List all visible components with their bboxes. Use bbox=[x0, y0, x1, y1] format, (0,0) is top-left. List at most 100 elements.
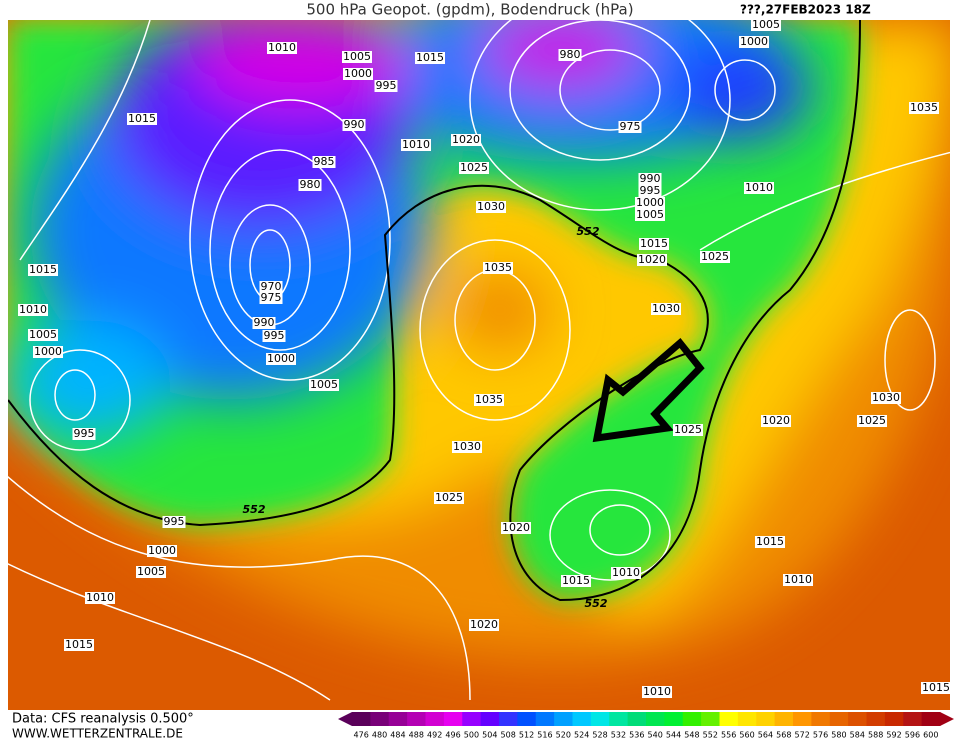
label-bg bbox=[639, 238, 669, 250]
colorbar-swatch bbox=[462, 712, 482, 726]
colorbar-swatch bbox=[609, 712, 629, 726]
isobar-label: 995 bbox=[640, 184, 661, 197]
label-bg bbox=[638, 185, 662, 197]
label-bg bbox=[72, 428, 96, 440]
colorbar-swatch bbox=[884, 712, 904, 726]
label-bg bbox=[921, 682, 951, 694]
label-bg bbox=[857, 415, 887, 427]
isobar-label: 1015 bbox=[562, 574, 590, 587]
colorbar-label: 600 bbox=[923, 731, 938, 740]
colorbar-label: 480 bbox=[372, 731, 387, 740]
colorbar-swatch bbox=[572, 712, 592, 726]
isobar-label: 1030 bbox=[652, 302, 680, 315]
isobar-label: 1010 bbox=[86, 591, 114, 604]
label-bg bbox=[64, 639, 94, 651]
label-bg bbox=[434, 492, 464, 504]
colorbar-swatch bbox=[921, 712, 941, 726]
colorbar-label: 580 bbox=[831, 731, 846, 740]
isobar-label: 1020 bbox=[502, 521, 530, 534]
label-bg bbox=[611, 567, 641, 579]
isobar-label: 1015 bbox=[640, 237, 668, 250]
label-bg bbox=[651, 303, 681, 315]
isobar-label: 1005 bbox=[636, 208, 664, 221]
label-bg bbox=[259, 292, 283, 304]
label-bg bbox=[635, 197, 665, 209]
label-bg bbox=[761, 415, 791, 427]
label-bg bbox=[483, 262, 513, 274]
colorbar-label: 548 bbox=[684, 731, 699, 740]
isobar-label: 990 bbox=[640, 172, 661, 185]
isobar-label: 975 bbox=[261, 291, 282, 304]
colorbar-label: 512 bbox=[519, 731, 534, 740]
colorbar-label: 552 bbox=[703, 731, 718, 740]
colorbar: 476 480 484 488 492 496 500 504 508 512 516 520 524 5… bbox=[338, 712, 954, 740]
colorbar-label: 568 bbox=[776, 731, 791, 740]
isobar-label: 1000 bbox=[740, 35, 768, 48]
isobar-label: 1015 bbox=[128, 112, 156, 125]
colorbar-label: 536 bbox=[629, 731, 644, 740]
isobar-label: 1005 bbox=[137, 565, 165, 578]
colorbar-label: 476 bbox=[354, 731, 369, 740]
colorbar-swatch bbox=[701, 712, 720, 726]
colorbar-swatch bbox=[682, 712, 702, 726]
label-bg bbox=[147, 545, 177, 557]
colorbar-swatch bbox=[425, 712, 445, 726]
label-bg bbox=[469, 619, 499, 631]
label-bg bbox=[635, 209, 665, 221]
label-bg bbox=[252, 317, 276, 329]
isobars bbox=[8, 20, 950, 701]
label-bg bbox=[638, 173, 662, 185]
label-bg bbox=[909, 102, 939, 114]
isobar-label: 552 bbox=[577, 225, 600, 238]
label-bg bbox=[558, 49, 582, 61]
label-bg bbox=[700, 251, 730, 263]
label-bg bbox=[262, 330, 286, 342]
label-bg bbox=[136, 566, 166, 578]
colorbar-swatch bbox=[848, 712, 867, 726]
colorbar-label: 500 bbox=[464, 731, 479, 740]
label-bg bbox=[783, 574, 813, 586]
colorbar-swatch bbox=[756, 712, 776, 726]
label-bg bbox=[637, 254, 667, 266]
isobar-label: 1015 bbox=[29, 263, 57, 276]
isobar-label: 1025 bbox=[858, 414, 886, 427]
colorbar-label: 576 bbox=[813, 731, 828, 740]
isobar-label: 1030 bbox=[872, 391, 900, 404]
isobar-label: 1030 bbox=[453, 440, 481, 453]
label-bg bbox=[85, 592, 115, 604]
isobar-label: 1005 bbox=[343, 50, 371, 63]
colorbar-label: 528 bbox=[592, 731, 607, 740]
colorbar-swatch bbox=[499, 712, 518, 726]
isobar-label: 975 bbox=[620, 120, 641, 133]
isobar-label: 1005 bbox=[752, 18, 780, 31]
label-bg bbox=[673, 424, 703, 436]
label-bg bbox=[451, 134, 481, 146]
label-bg bbox=[501, 522, 531, 534]
map-title: 500 hPa Geopot. (gpdm), Bodendruck (hPa) bbox=[306, 1, 633, 19]
colorbar-label: 524 bbox=[574, 731, 589, 740]
isobar-label: 1000 bbox=[148, 544, 176, 557]
colorbar-swatch bbox=[480, 712, 500, 726]
isobar-label: 1035 bbox=[475, 393, 503, 406]
colorbar-swatch bbox=[719, 712, 739, 726]
colorbar-swatch bbox=[811, 712, 831, 726]
colorbar-label: 560 bbox=[739, 731, 754, 740]
colorbar-label: 520 bbox=[556, 731, 571, 740]
colorbar-label: 584 bbox=[850, 731, 865, 740]
colorbar-label: 504 bbox=[482, 731, 497, 740]
site: WWW.WETTERZENTRALE.DE bbox=[12, 727, 183, 741]
isobar-label: 1015 bbox=[416, 51, 444, 64]
colorbar-swatch bbox=[829, 712, 849, 726]
isobar-label: 1035 bbox=[484, 261, 512, 274]
isobar-label: 1000 bbox=[267, 352, 295, 365]
isobar-label: 1010 bbox=[19, 303, 47, 316]
isobar-label: 1015 bbox=[65, 638, 93, 651]
label-bg bbox=[642, 686, 672, 698]
isobar-label: 1020 bbox=[762, 414, 790, 427]
label-bg bbox=[342, 119, 366, 131]
label-bg bbox=[452, 441, 482, 453]
label-bg bbox=[298, 179, 322, 191]
label-bg bbox=[739, 36, 769, 48]
